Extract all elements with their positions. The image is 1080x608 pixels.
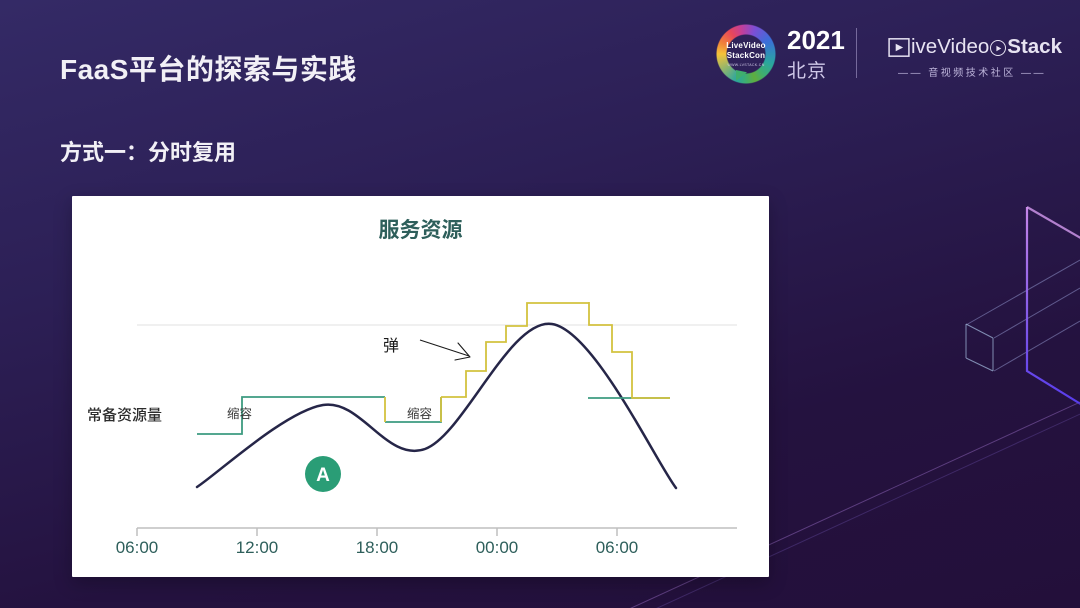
svg-text:12:00: 12:00 — [236, 538, 279, 557]
svg-text:06:00: 06:00 — [116, 538, 159, 557]
svg-text:弹: 弹 — [383, 337, 399, 355]
svg-text:缩容: 缩容 — [227, 406, 252, 421]
svg-text:06:00: 06:00 — [596, 538, 639, 557]
svg-text:A: A — [316, 465, 330, 486]
svg-text:18:00: 18:00 — [356, 538, 399, 557]
svg-text:00:00: 00:00 — [476, 538, 519, 557]
svg-text:缩容: 缩容 — [407, 406, 432, 421]
